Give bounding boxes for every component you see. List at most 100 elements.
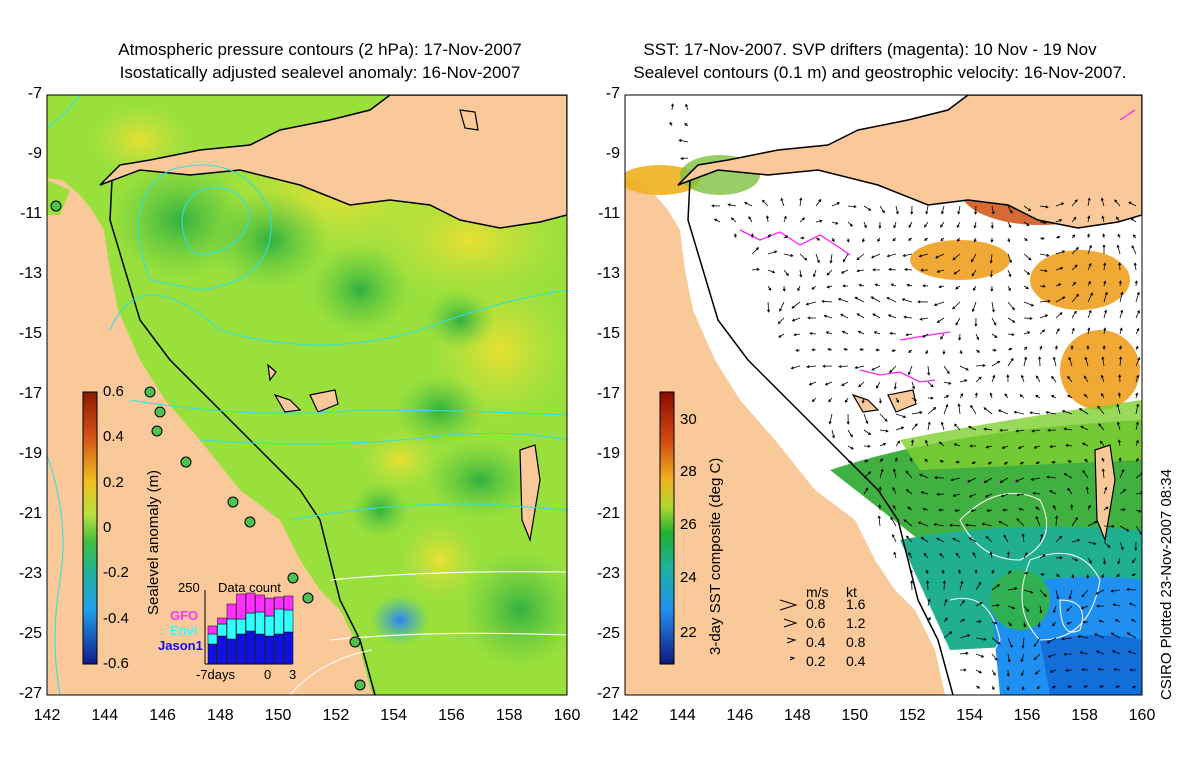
velocity-vector	[940, 237, 945, 242]
velocity-vector	[879, 205, 885, 214]
velocity-vector	[1101, 215, 1105, 223]
velocity-vector	[974, 205, 978, 215]
velocity-vector	[1135, 374, 1140, 383]
velocity-vector	[971, 301, 977, 313]
velocity-vector	[991, 603, 1000, 607]
velocity-vector	[886, 297, 897, 303]
velocity-vector	[874, 283, 881, 287]
inset-bar	[264, 597, 275, 617]
velocity-vector	[908, 237, 913, 241]
velocity-vector	[1101, 356, 1105, 367]
velocity-vector	[1071, 538, 1081, 543]
velocity-vector	[1117, 439, 1121, 447]
inset-bar	[226, 638, 237, 665]
velocity-vector	[973, 237, 977, 243]
velocity-vector	[1006, 685, 1010, 691]
velocity-vector	[1087, 309, 1092, 319]
lat-tick-left: -23	[18, 565, 42, 582]
inset-bar	[245, 592, 256, 614]
velocity-vector	[1023, 237, 1028, 242]
velocity-vector	[1081, 442, 1089, 447]
velocity-vector	[1082, 620, 1089, 624]
lat-tick-left: -25	[18, 625, 42, 642]
velocity-vector	[1007, 221, 1012, 229]
inset-bar	[264, 635, 275, 665]
velocity-vector	[831, 237, 835, 243]
velocity-vector	[795, 348, 801, 352]
velocity-vector	[767, 285, 772, 291]
velocity-vector	[1103, 262, 1107, 271]
velocity-vector	[824, 381, 833, 386]
velocity-vector	[892, 468, 897, 479]
velocity-vector	[1013, 410, 1025, 415]
velocity-vector	[761, 199, 769, 207]
velocity-vector	[807, 316, 817, 320]
inset-legend-item: Jason1	[158, 638, 203, 653]
velocity-vector	[1039, 221, 1047, 225]
velocity-vector	[1055, 283, 1062, 287]
velocity-vector	[1135, 457, 1139, 463]
velocity-vector	[1029, 411, 1041, 415]
velocity-vector	[1100, 374, 1105, 383]
velocity-vector	[959, 379, 968, 383]
velocity-vector	[858, 283, 865, 287]
velocity-vector	[894, 457, 898, 463]
velocity-vector	[678, 139, 689, 143]
velocity-vector	[892, 237, 897, 242]
velocity-vector	[920, 537, 929, 543]
velocity-vector	[799, 197, 803, 207]
velocity-vector	[919, 473, 929, 479]
velocity-vector	[1087, 557, 1092, 564]
inset-bar	[274, 633, 284, 665]
inset-bar	[274, 608, 284, 635]
velocity-vector	[1103, 506, 1109, 511]
velocity-vector	[909, 457, 913, 463]
velocity-vector	[1067, 460, 1073, 464]
lon-tick-left: 156	[438, 707, 465, 724]
velocity-vector	[791, 301, 801, 309]
velocity-vector	[1116, 403, 1121, 415]
velocity-vector	[1081, 668, 1089, 672]
inset-bar	[245, 612, 256, 632]
velocity-vector	[1007, 253, 1012, 264]
velocity-vector	[918, 253, 929, 258]
velocity-vector	[670, 103, 675, 111]
velocity-vector	[778, 333, 785, 338]
velocity-vector	[1115, 216, 1121, 223]
velocity-vector	[1055, 235, 1061, 239]
velocity-vector	[1039, 329, 1046, 335]
velocity-vector	[847, 429, 853, 438]
lat-tick-right: -7	[605, 85, 620, 102]
velocity-vector	[863, 471, 872, 479]
velocity-vector	[924, 458, 929, 463]
velocity-vector	[970, 253, 977, 263]
velocity-vector	[766, 301, 771, 313]
velocity-vector	[879, 458, 883, 463]
velocity-vector	[1086, 573, 1090, 579]
velocity-vector	[953, 269, 961, 275]
velocity-vector	[1007, 587, 1018, 591]
velocity-vector	[1079, 651, 1089, 655]
velocity-vector	[1118, 374, 1122, 383]
velocity-vector	[1071, 516, 1078, 527]
velocity-vector	[1016, 493, 1025, 497]
velocity-vector	[1135, 509, 1142, 513]
inset-bar	[283, 609, 294, 633]
velocity-vector	[823, 314, 833, 319]
velocity-vector	[1119, 356, 1123, 367]
velocity-vector	[1103, 524, 1115, 528]
lon-tick-right: 156	[1013, 707, 1041, 724]
velocity-vector	[890, 283, 897, 287]
lat-tick-left: -7	[27, 85, 42, 102]
tide-gauge-markers	[50, 200, 366, 691]
left-colorbar-tick: -0.2	[103, 564, 129, 582]
velocity-vector	[1055, 202, 1065, 207]
velocity-vector	[940, 421, 945, 431]
inset-bar	[236, 633, 246, 665]
velocity-vector	[892, 505, 897, 511]
velocity-vector	[1102, 557, 1107, 565]
velocity-vector	[1100, 197, 1105, 207]
velocity-vector	[1039, 253, 1050, 257]
velocity-vector	[1102, 244, 1106, 255]
